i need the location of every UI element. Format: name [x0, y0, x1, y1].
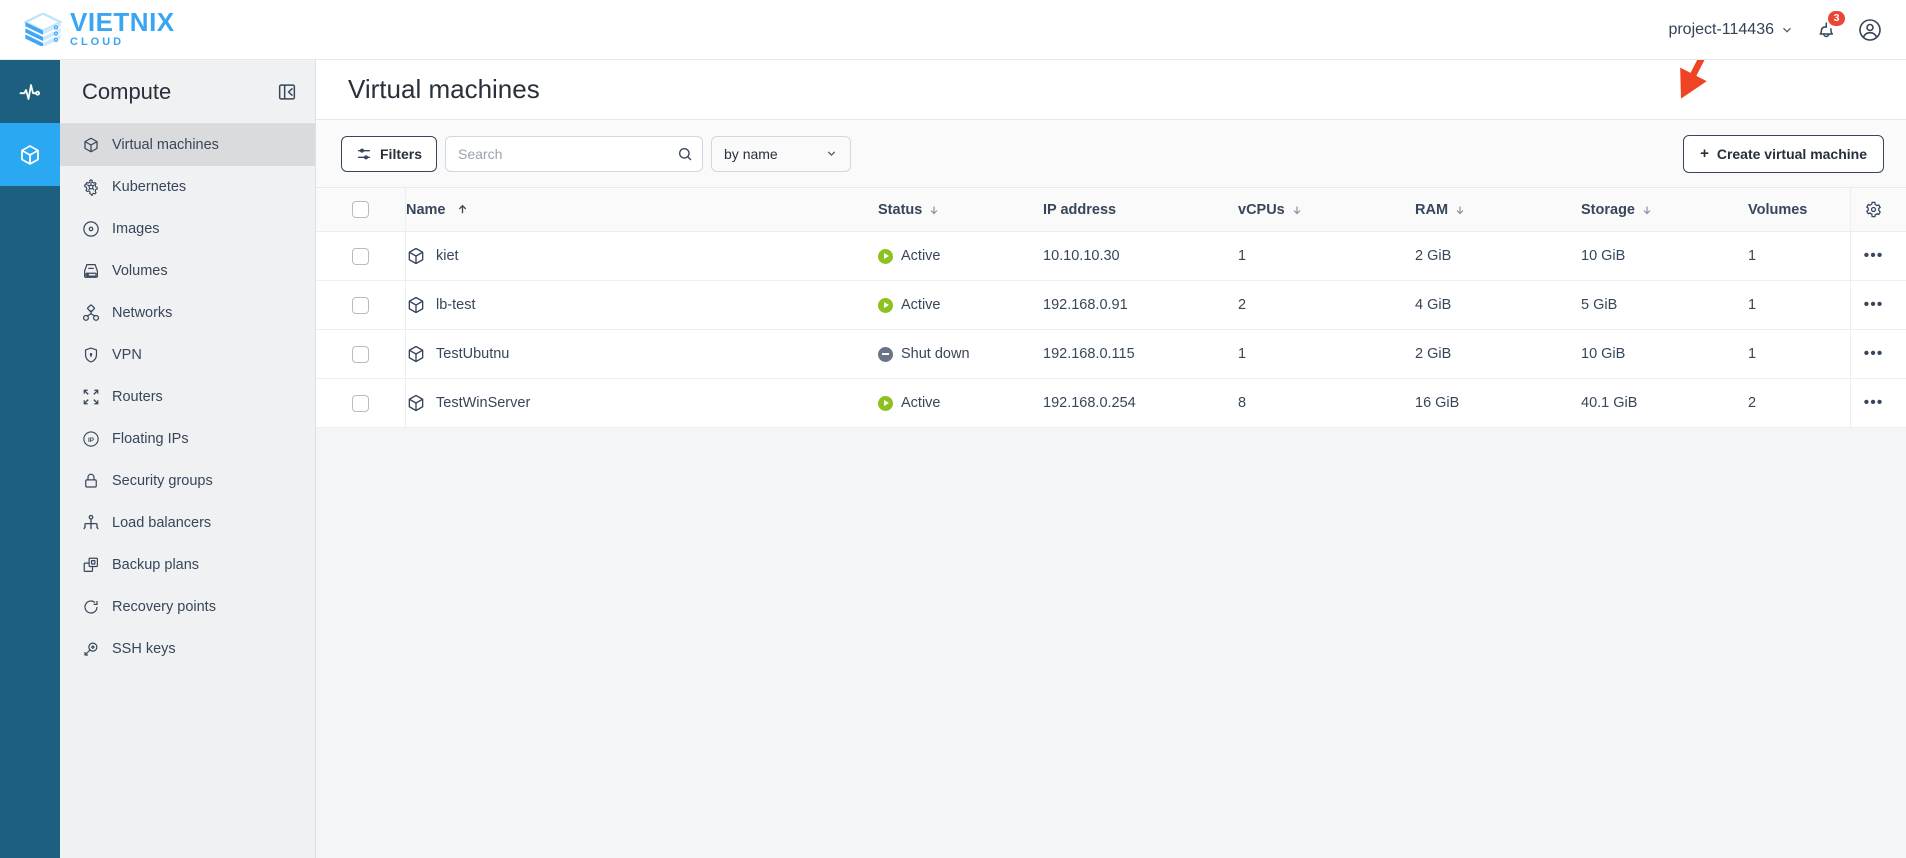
- svg-text:IP: IP: [88, 437, 95, 444]
